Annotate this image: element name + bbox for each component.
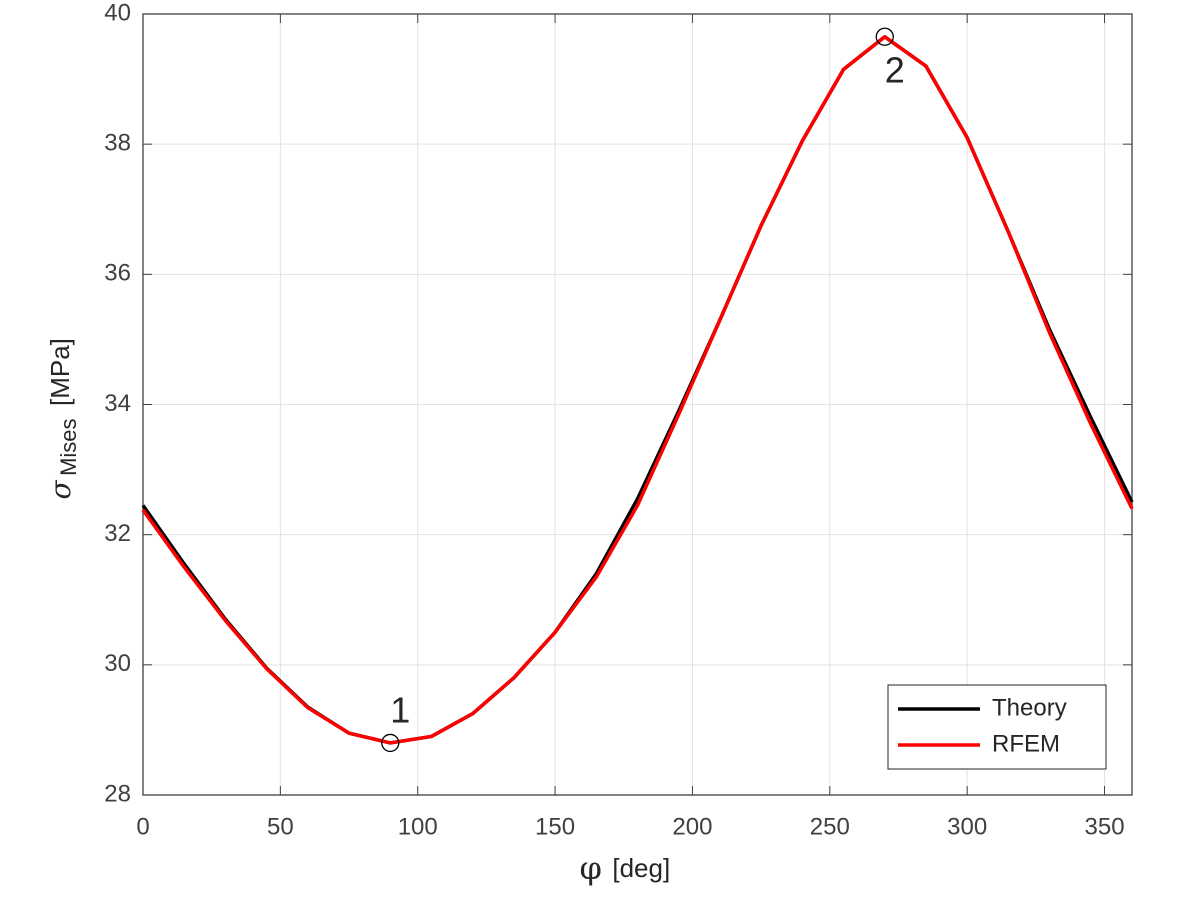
y-tick-label: 34 xyxy=(104,390,131,417)
y-label-symbol: σ xyxy=(44,480,77,500)
x-label-unit: [deg] xyxy=(612,853,670,883)
annotation-label: 1 xyxy=(390,689,410,730)
y-tick-label: 30 xyxy=(104,650,131,677)
annotation-label: 2 xyxy=(885,49,905,90)
legend-label: RFEM xyxy=(992,730,1060,757)
x-tick-label: 350 xyxy=(1085,813,1125,840)
y-tick-label: 40 xyxy=(104,0,131,26)
axes-box xyxy=(142,13,1133,796)
x-tick-label: 100 xyxy=(398,813,438,840)
legend: Theory RFEM xyxy=(887,684,1107,770)
x-tick-label: 250 xyxy=(810,813,850,840)
legend-box xyxy=(887,684,1107,770)
y-label-unit: [MPa] xyxy=(45,338,75,406)
y-label-subscript: Mises xyxy=(56,418,81,475)
x-tick-label: 150 xyxy=(535,813,575,840)
series-line xyxy=(141,35,1134,745)
x-tick-label: 50 xyxy=(267,813,294,840)
x-tick-label: 300 xyxy=(947,813,987,840)
y-tick-label: 32 xyxy=(104,520,131,547)
legend-label: Theory xyxy=(992,694,1067,721)
x-tick-label: 0 xyxy=(136,813,149,840)
x-label-symbol: φ xyxy=(580,849,602,887)
y-tick-label: 28 xyxy=(104,780,131,807)
marker xyxy=(381,733,400,753)
x-label: φ [deg] xyxy=(580,849,671,887)
x-tick-label: 200 xyxy=(672,813,712,840)
marker xyxy=(875,27,894,46)
y-label: σ Mises [MPa] xyxy=(44,338,81,499)
y-tick-label: 36 xyxy=(104,260,131,287)
y-tick-label: 38 xyxy=(104,130,131,157)
